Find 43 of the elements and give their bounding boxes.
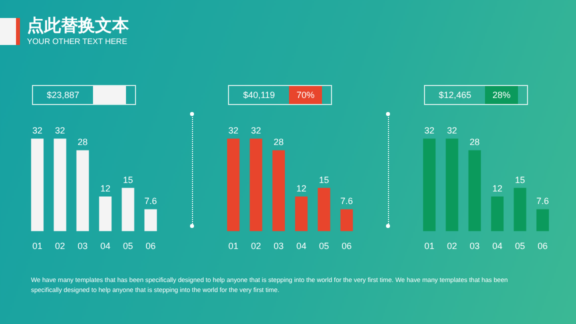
data-label: 12 — [100, 183, 110, 194]
x-tick-label: 01 — [424, 241, 434, 252]
x-tick-label: 06 — [146, 241, 156, 252]
text: 70% — [289, 86, 322, 104]
data-label: 32 — [228, 126, 238, 136]
data-label: 7.6 — [536, 196, 549, 206]
x-tick-label: 04 — [100, 241, 110, 252]
data-label: 7.6 — [144, 196, 157, 206]
text: $23,887 — [46, 89, 80, 102]
data-label: 15 — [318, 174, 330, 185]
x-tick-label: 01 — [32, 241, 42, 252]
x-tick-label: 05 — [318, 241, 330, 252]
x-tick-label: 03 — [274, 241, 284, 252]
data-label: 32 — [424, 126, 434, 136]
x-tick-label: 04 — [492, 241, 502, 252]
data-label: 32 — [250, 126, 262, 136]
text: $40,119 — [242, 89, 276, 102]
x-tick-label: 02 — [54, 241, 66, 252]
data-label: 28 — [470, 137, 480, 148]
data-label: 15 — [514, 174, 526, 185]
chart-title: 点此替换文本 — [27, 15, 129, 37]
data-label: 12 — [296, 183, 306, 194]
data-label: 32 — [32, 126, 42, 136]
data-label: 32 — [54, 126, 66, 136]
data-label: 15 — [122, 174, 134, 185]
x-tick-label: 03 — [78, 241, 88, 252]
data-label: 28 — [78, 137, 88, 148]
x-tick-label: 01 — [228, 241, 238, 252]
x-tick-label: 03 — [470, 241, 480, 252]
data-label: 12 — [492, 183, 502, 194]
chart-subtitle: YOUR OTHER TEXT HERE — [27, 37, 128, 46]
data-label: 28 — [274, 137, 284, 148]
x-tick-label: 04 — [296, 241, 306, 252]
x-tick-label: 02 — [250, 241, 262, 252]
text: 28% — [485, 86, 518, 104]
data-label: 7.6 — [340, 196, 353, 206]
x-tick-label: 05 — [514, 241, 526, 252]
x-tick-label: 06 — [342, 241, 352, 252]
data-label: 32 — [446, 126, 458, 136]
text: $12,465 — [438, 89, 472, 102]
x-tick-label: 05 — [122, 241, 134, 252]
x-tick-label: 02 — [446, 241, 458, 252]
x-tick-label: 06 — [538, 241, 548, 252]
